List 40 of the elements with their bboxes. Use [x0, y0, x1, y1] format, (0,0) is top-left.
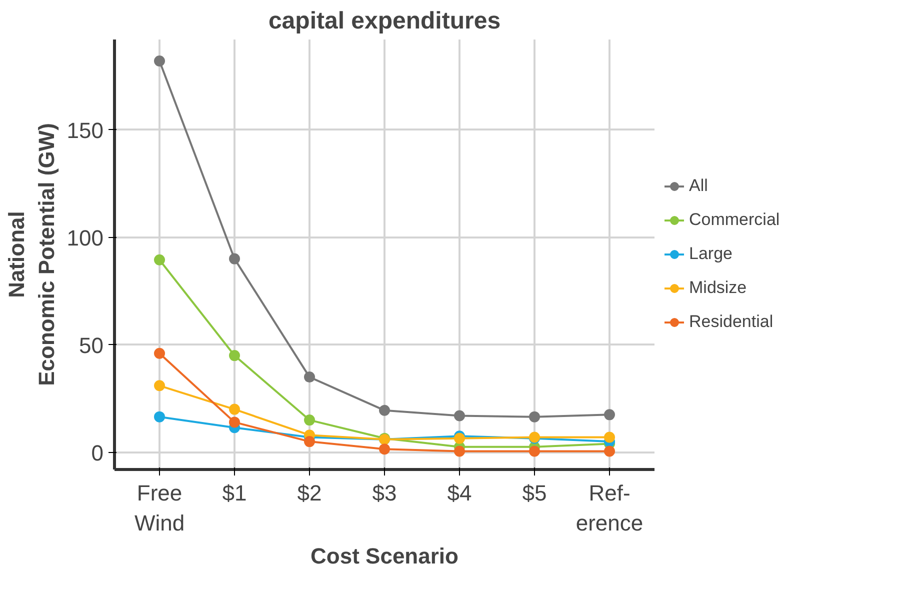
- point: [529, 446, 540, 457]
- y-tick-label: 150: [66, 118, 104, 143]
- x-tick-label: $5: [522, 480, 547, 506]
- y-tick-label: 100: [66, 225, 104, 250]
- x-tick-label: $4: [447, 480, 472, 506]
- point: [454, 410, 465, 422]
- point: [154, 411, 165, 422]
- point: [154, 56, 165, 66]
- x-tick-label: $3: [372, 480, 397, 506]
- legend-label: All: [689, 176, 709, 196]
- point: [454, 446, 465, 457]
- point: [304, 372, 315, 383]
- x-tick-label: $2: [297, 480, 322, 506]
- point: [304, 414, 315, 426]
- point: [154, 380, 165, 392]
- point: [529, 411, 540, 422]
- point: [379, 444, 390, 455]
- point: [229, 253, 240, 264]
- x-axis-title: Cost Scenario: [310, 544, 458, 568]
- point: [604, 409, 615, 420]
- point: [379, 404, 390, 416]
- chart-title: capital expenditures: [268, 8, 501, 34]
- point: [154, 254, 165, 266]
- x-tick-label: $1: [222, 480, 247, 506]
- y-axis-title: National Economic Potential (GW): [4, 123, 59, 386]
- point: [154, 348, 165, 359]
- legend-label: Commercial: [689, 210, 780, 230]
- point: [229, 416, 240, 428]
- y-tick-label: 0: [91, 440, 104, 466]
- x-tick-label: Ref- erence: [576, 480, 644, 536]
- point: [604, 432, 615, 443]
- x-tick-label: Free Wind: [134, 480, 185, 536]
- point: [304, 436, 315, 448]
- point: [604, 446, 615, 457]
- y-tick-label: 50: [79, 332, 104, 358]
- legend-label: Large: [689, 244, 732, 264]
- point: [229, 350, 240, 362]
- point: [229, 404, 240, 415]
- legend-label: Midsize: [689, 278, 747, 298]
- legend-label: Residential: [689, 312, 774, 332]
